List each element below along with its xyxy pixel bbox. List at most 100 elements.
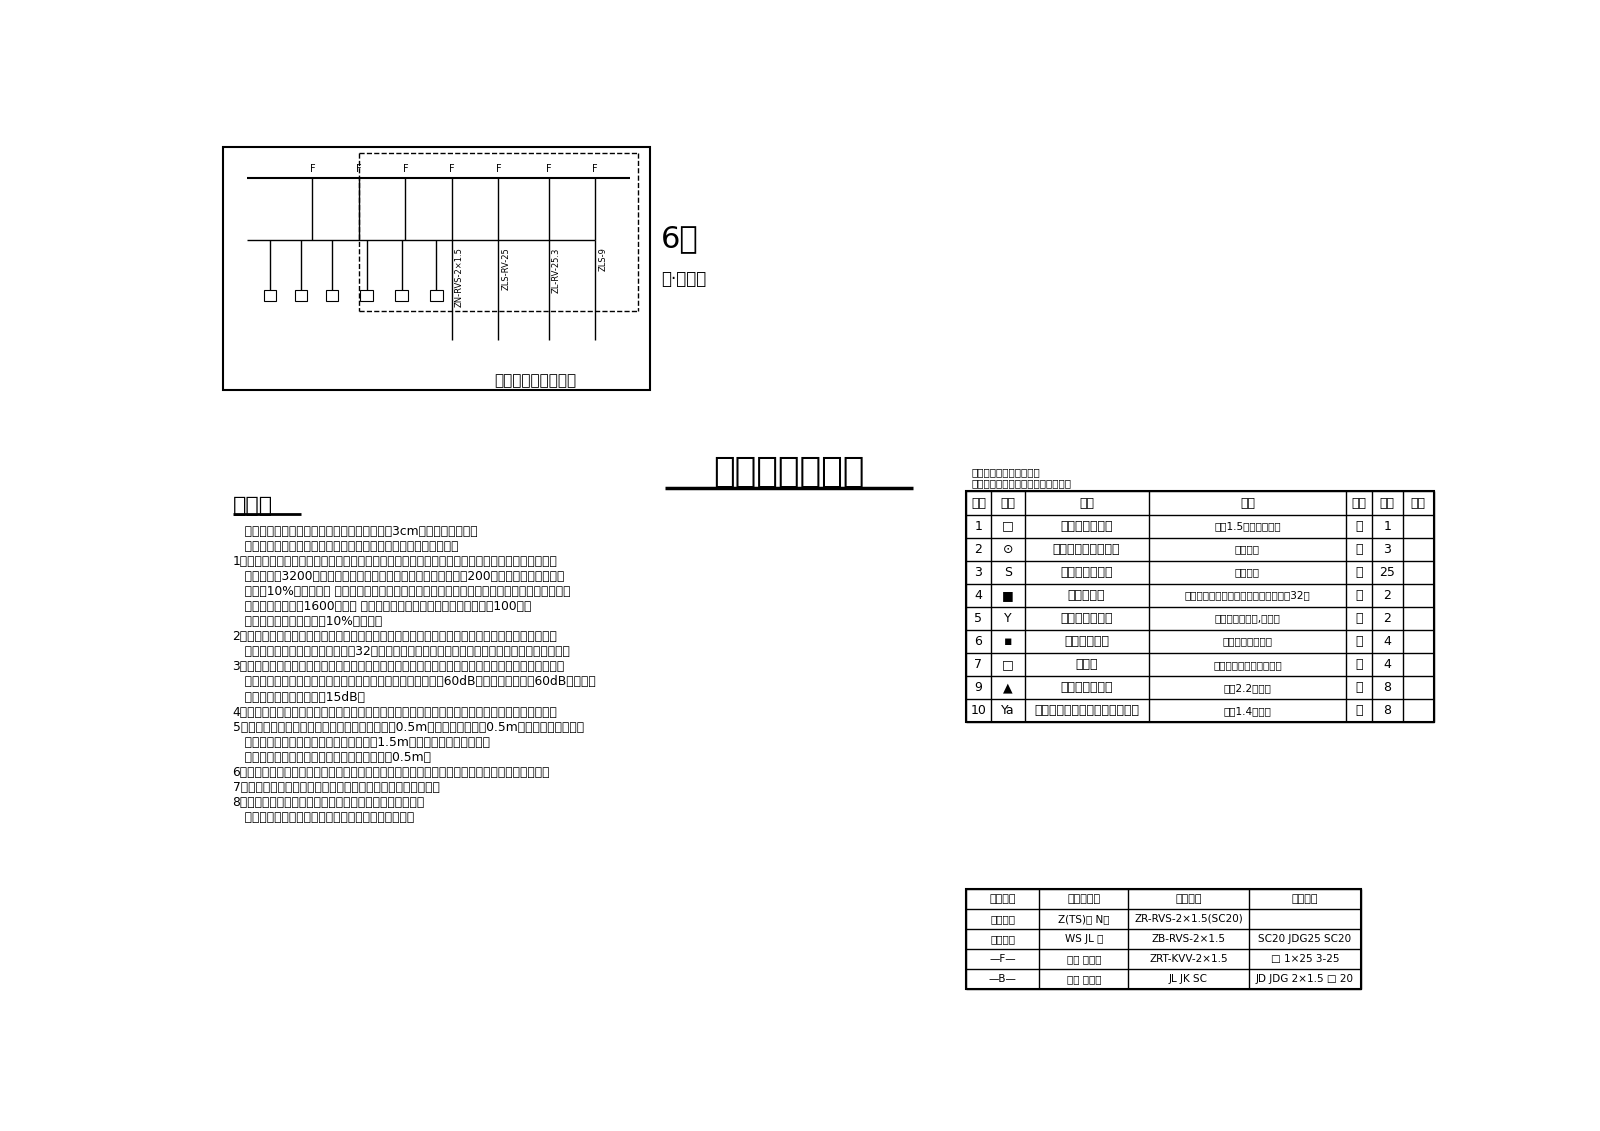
Text: Ya: Ya	[1002, 705, 1014, 717]
Text: 图例: 图例	[1000, 497, 1016, 509]
Text: ▲: ▲	[1003, 681, 1013, 694]
Text: 1: 1	[974, 519, 982, 533]
Text: 消防设备安装要求如下：: 消防设备安装要求如下：	[971, 467, 1040, 477]
Text: ZB-RVS-2×1.5: ZB-RVS-2×1.5	[1152, 934, 1226, 944]
Bar	[360, 290, 373, 301]
Text: 消防 扩音线: 消防 扩音线	[1067, 974, 1101, 984]
Bar	[966, 889, 1362, 988]
Text: ZL-RV-25.3: ZL-RV-25.3	[552, 248, 562, 293]
Bar	[224, 147, 650, 390]
Text: 个: 个	[1355, 705, 1363, 717]
Text: ■: ■	[1002, 589, 1014, 602]
Text: Y: Y	[1005, 612, 1011, 625]
Text: 共·个回路: 共·个回路	[661, 270, 706, 288]
Text: ⊙: ⊙	[1003, 543, 1013, 555]
Text: F: F	[592, 164, 598, 174]
Text: 8、本工程消防回路由一层消防控制室经桥架引至弱电井，: 8、本工程消防回路由一层消防控制室经桥架引至弱电井，	[232, 795, 426, 809]
Text: 数量: 数量	[1379, 497, 1395, 509]
Text: JL JK SC: JL JK SC	[1170, 974, 1208, 984]
Text: 吸顶安装: 吸顶安装	[1235, 544, 1259, 554]
Text: —B—: —B—	[989, 974, 1016, 984]
Text: 输入输出模块: 输入输出模块	[1064, 636, 1109, 648]
Bar	[264, 290, 275, 301]
Text: 当系统图中的模块等设备数量与平面图中不符时，以平面图为准。: 当系统图中的模块等设备数量与平面图中不符时，以平面图为准。	[232, 541, 458, 553]
Text: 3: 3	[1384, 543, 1392, 555]
Text: 4、模块严禁设置在强电（控制）柜（箱）内；本报警区域内的模块不应控制其他报警区域的设备。: 4、模块严禁设置在强电（控制）柜（箱）内；本报警区域内的模块不应控制其他报警区域…	[232, 706, 557, 718]
Text: 每只总线短路隔离器保护点数不应超过32点: 每只总线短路隔离器保护点数不应超过32点	[1184, 590, 1310, 601]
Text: 个: 个	[1355, 658, 1363, 671]
Text: ZLS-RV-25: ZLS-RV-25	[501, 248, 510, 291]
Text: SC20 JDG25 SC20: SC20 JDG25 SC20	[1258, 934, 1352, 944]
Text: 距地1.5米电井内安装: 距地1.5米电井内安装	[1214, 521, 1280, 532]
Text: ZLS-9: ZLS-9	[598, 248, 608, 271]
Text: 在配电柜或配电箱外安装: 在配电柜或配电箱外安装	[1213, 659, 1282, 670]
Text: 探测器至空调送风口边的水平距离不小于1.5m，并立表近边风口安装。: 探测器至空调送风口边的水平距离不小于1.5m，并立表近边风口安装。	[232, 735, 490, 749]
Text: 7、广播线路单独穿钢管管数设，具体接线方式以系统图为准。: 7、广播线路单独穿钢管管数设，具体接线方式以系统图为准。	[232, 780, 440, 794]
Text: 个: 个	[1355, 612, 1363, 625]
Text: 其声压级应高于背景噪声15dB。: 其声压级应高于背景噪声15dB。	[232, 691, 365, 703]
Text: 凡应附有不少于额定容量10%的余量。: 凡应附有不少于额定容量10%的余量。	[232, 615, 382, 629]
Text: 规格: 规格	[1240, 497, 1254, 509]
Text: 3: 3	[974, 566, 982, 579]
Text: S: S	[1003, 566, 1011, 579]
Text: 消防 上控线: 消防 上控线	[1067, 953, 1101, 964]
Text: 5、点型探测器至墙壁、梁边的水平距离，不小于0.5m。点型探测器周围0.5m内，不能有遮挡物。: 5、点型探测器至墙壁、梁边的水平距离，不小于0.5m。点型探测器周围0.5m内，…	[232, 720, 584, 734]
Text: 2: 2	[1384, 589, 1392, 602]
Text: 10: 10	[971, 705, 987, 717]
Text: 6层: 6层	[661, 224, 699, 253]
Text: 火灾声光警报器: 火灾声光警报器	[1061, 681, 1114, 694]
Text: 个: 个	[1355, 681, 1363, 694]
Text: F: F	[403, 164, 408, 174]
Text: F: F	[496, 164, 501, 174]
Text: 穿管方式: 穿管方式	[1291, 893, 1318, 904]
Text: 线路种类: 线路种类	[989, 893, 1016, 904]
Text: 和模块等消防设备的总数不应超过32点；总线穿越防火分区时，应在穿越处设置总线短路隔离器。: 和模块等消防设备的总数不应超过32点；总线穿越防火分区时，应在穿越处设置总线短路…	[232, 646, 570, 658]
Bar	[325, 290, 338, 301]
Text: 带火警电话插孔的手动报警按钮: 带火警电话插孔的手动报警按钮	[1034, 705, 1139, 717]
Text: 均不应超过3200点，其中每一总线回路连接设备的总数不宜超过200点，且应留有不少于额: 均不应超过3200点，其中每一总线回路连接设备的总数不宜超过200点，且应留有不…	[232, 570, 563, 584]
Text: 1: 1	[1384, 519, 1392, 533]
Text: 2: 2	[1384, 612, 1392, 625]
Text: 强电部分安装要求详见电气设计说明: 强电部分安装要求详见电气设计说明	[971, 478, 1070, 489]
Text: 7: 7	[974, 658, 982, 671]
Text: □: □	[1002, 658, 1014, 671]
Text: 名称: 名称	[1078, 497, 1094, 509]
Text: 4: 4	[1384, 636, 1392, 648]
Text: Z(TS)线 N线: Z(TS)线 N线	[1058, 914, 1110, 924]
Text: 6、电源线和信号线在平面图中敷设共路径，但分别穿不同管敷设，具体接线方式以系统图为准。: 6、电源线和信号线在平面图中敷设共路径，但分别穿不同管敷设，具体接线方式以系统图…	[232, 766, 550, 778]
Text: F: F	[309, 164, 315, 174]
Text: 模块箱: 模块箱	[1075, 658, 1098, 671]
Text: 台: 台	[1355, 519, 1363, 533]
Text: 定容量10%的余量；任 一台消防联动控制器地址总数或火灾报警控制器（联动型）所控制的各类: 定容量10%的余量；任 一台消防联动控制器地址总数或火灾报警控制器（联动型）所控…	[232, 586, 570, 598]
Text: 8: 8	[1384, 681, 1392, 694]
Text: 短路隔离器: 短路隔离器	[1067, 589, 1106, 602]
Text: 消防报警系统图: 消防报警系统图	[714, 456, 864, 490]
Text: 屏、台、箱、柜: 屏、台、箱、柜	[1061, 519, 1114, 533]
Text: 6: 6	[974, 636, 982, 648]
Text: 探测器至多孔送风顶棚孔口的水平距离不小于0.5m。: 探测器至多孔送风顶棚孔口的水平距离不小于0.5m。	[232, 751, 430, 763]
Text: 广播线路: 广播线路	[990, 934, 1014, 944]
Text: 3、火灾自动报警系统应设置火灾声光警报器，并应在确认火灾后启动建筑内的所有火灾声光警报器；: 3、火灾自动报警系统应设置火灾声光警报器，并应在确认火灾后启动建筑内的所有火灾声…	[232, 661, 565, 673]
Bar	[966, 492, 1434, 723]
Text: F: F	[357, 164, 362, 174]
Text: 再由弱电井引上或引下至每个楼层消防接线端子箱。: 再由弱电井引上或引下至每个楼层消防接线端子箱。	[232, 811, 414, 823]
Text: 报警线路: 报警线路	[990, 914, 1014, 924]
Text: 2、系统总线上应设置总线短路隔离器，每只总线短路隔离器保护的火灾探测器、手动火灾报警按钮: 2、系统总线上应设置总线短路隔离器，每只总线短路隔离器保护的火灾探测器、手动火灾…	[232, 630, 557, 644]
Text: 个: 个	[1355, 636, 1363, 648]
Text: F: F	[450, 164, 454, 174]
Text: 1、任一台火灾报警控制器所连接的火灾探测器、手动火灾报警按钮和模块等设备总数和地址总数，: 1、任一台火灾报警控制器所连接的火灾探测器、手动火灾报警按钮和模块等设备总数和地…	[232, 555, 557, 569]
Text: 个: 个	[1355, 543, 1363, 555]
Text: 代号及标注: 代号及标注	[1067, 893, 1101, 904]
Text: 根据现场情况安装: 根据现场情况安装	[1222, 637, 1272, 647]
Text: 每个报警区域内应均匀设置火灾声警报器，其声压级不应小于60dB；在环境噪声大于60dB的场所，: 每个报警区域内应均匀设置火灾声警报器，其声压级不应小于60dB；在环境噪声大于6…	[232, 675, 595, 689]
Text: 备注: 备注	[1411, 497, 1426, 509]
Text: ZR-RVS-2×1.5(SC20): ZR-RVS-2×1.5(SC20)	[1134, 914, 1243, 924]
Text: 规格型号: 规格型号	[1176, 893, 1202, 904]
Text: 模块总数不应超过1600点，每 一联动总线回路连接设备的总数不宜超过100点，: 模块总数不应超过1600点，每 一联动总线回路连接设备的总数不宜超过100点，	[232, 601, 531, 613]
Text: 消火栓箱内安装,带水箱: 消火栓箱内安装,带水箱	[1214, 613, 1280, 623]
Text: 序号: 序号	[971, 497, 986, 509]
Text: —F—: —F—	[989, 953, 1016, 964]
Text: 距地2.2米安装: 距地2.2米安装	[1224, 683, 1272, 693]
Text: 嵌入式安装扬声器箱: 嵌入式安装扬声器箱	[1053, 543, 1120, 555]
Text: □ 1×25 3-25: □ 1×25 3-25	[1270, 953, 1339, 964]
